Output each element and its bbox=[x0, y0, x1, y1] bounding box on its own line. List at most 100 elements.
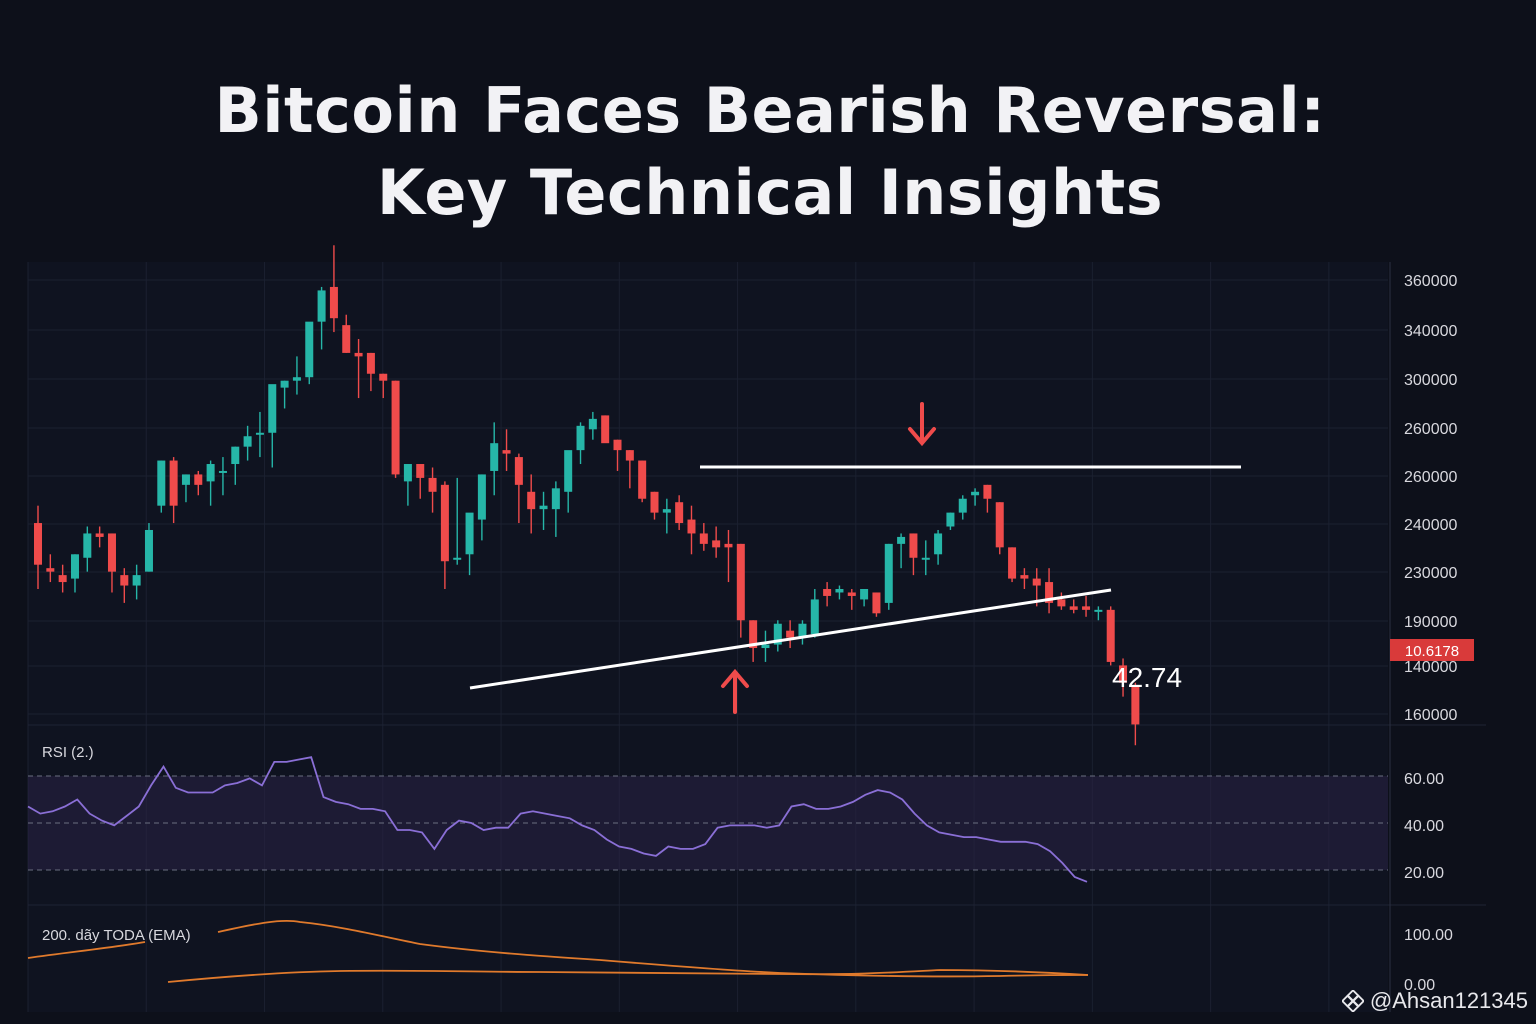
candle-body bbox=[514, 457, 523, 485]
candle-body bbox=[527, 491, 536, 510]
candle-body bbox=[1131, 686, 1140, 725]
candle-body bbox=[588, 418, 597, 430]
candle bbox=[724, 529, 733, 583]
candle bbox=[712, 526, 721, 558]
candle bbox=[453, 477, 462, 565]
rsi-label: RSI (2.) bbox=[42, 744, 94, 761]
candle-body bbox=[1057, 599, 1066, 607]
candle-body bbox=[403, 464, 412, 482]
candle-body bbox=[724, 543, 733, 548]
candle bbox=[699, 523, 708, 551]
candle bbox=[773, 620, 782, 652]
candle bbox=[675, 495, 684, 530]
candle bbox=[551, 481, 560, 537]
candle-body bbox=[687, 519, 696, 534]
candle bbox=[502, 429, 511, 471]
candle-body bbox=[342, 325, 351, 353]
candle-body bbox=[601, 415, 610, 444]
candle-body bbox=[181, 474, 190, 485]
candle bbox=[169, 457, 178, 524]
candle-body bbox=[798, 623, 807, 638]
candle-body bbox=[675, 502, 684, 524]
rsi-line bbox=[27, 756, 1088, 883]
candle bbox=[280, 380, 289, 409]
candle bbox=[1094, 606, 1103, 621]
candle-body bbox=[46, 568, 55, 572]
candle bbox=[1106, 606, 1115, 666]
candle-body bbox=[477, 474, 486, 520]
candle-body bbox=[120, 575, 129, 586]
candle-body bbox=[292, 377, 301, 381]
candle-body bbox=[243, 436, 252, 447]
candle bbox=[736, 543, 745, 638]
candle bbox=[946, 512, 955, 530]
candle-body bbox=[971, 491, 980, 496]
candle-body bbox=[983, 484, 992, 499]
chart-title-line-2: Key Technical Insights bbox=[376, 156, 1164, 229]
candle bbox=[1131, 682, 1140, 746]
candle-body bbox=[650, 491, 659, 513]
candle bbox=[872, 592, 881, 617]
candle-body bbox=[58, 575, 67, 583]
candle-body bbox=[95, 533, 104, 537]
candle bbox=[132, 564, 141, 600]
candle-body bbox=[231, 446, 240, 465]
candle bbox=[1008, 547, 1017, 583]
candle-body bbox=[860, 589, 869, 600]
candle-body bbox=[810, 599, 819, 635]
candle-body bbox=[576, 425, 585, 451]
candle-body bbox=[823, 589, 832, 596]
candle-body bbox=[206, 464, 215, 482]
candle-body bbox=[1119, 665, 1128, 683]
candle bbox=[416, 464, 425, 499]
candle bbox=[58, 564, 67, 593]
rsi-tick-label: 40.00 bbox=[1404, 818, 1444, 835]
candle bbox=[1082, 595, 1091, 617]
candle bbox=[860, 589, 869, 607]
candle-body bbox=[872, 592, 881, 614]
candle-body bbox=[194, 474, 203, 485]
candle-body bbox=[773, 623, 782, 645]
candle-body bbox=[1069, 606, 1078, 610]
candle-body bbox=[897, 536, 906, 544]
candle bbox=[971, 488, 980, 506]
candle bbox=[1069, 599, 1078, 614]
y-tick-label: 190000 bbox=[1404, 614, 1457, 631]
candle bbox=[613, 439, 622, 471]
candle bbox=[687, 505, 696, 555]
watermark-handle: @Ahsan121345 bbox=[1369, 988, 1528, 1013]
candle-body bbox=[305, 321, 314, 378]
candle bbox=[490, 422, 499, 496]
candle bbox=[761, 630, 770, 662]
candle bbox=[749, 620, 758, 662]
candle-body bbox=[995, 502, 1004, 548]
candle-body bbox=[934, 533, 943, 555]
ema-line-slow bbox=[167, 969, 1089, 983]
candle-body bbox=[884, 543, 893, 603]
candle-body bbox=[761, 644, 770, 649]
candle bbox=[601, 415, 610, 444]
candle-body bbox=[1082, 606, 1091, 610]
watermark: @Ahsan121345 bbox=[1341, 988, 1528, 1014]
candle bbox=[157, 460, 166, 513]
candle-body bbox=[946, 512, 955, 527]
candle bbox=[194, 470, 203, 496]
support-trendline bbox=[469, 588, 1112, 690]
candle bbox=[625, 450, 634, 489]
down-arrow-icon bbox=[908, 402, 936, 447]
y-tick-label: 260000 bbox=[1404, 469, 1457, 486]
candle bbox=[539, 491, 548, 530]
overlay-annotations: 42.74 bbox=[469, 402, 1241, 714]
candle bbox=[823, 582, 832, 607]
price-axis: 360000 340000 300000 260000 260000 240000 2300… bbox=[1404, 273, 1457, 724]
ema-label: 200. dãy TODA (EMA) bbox=[42, 927, 191, 944]
candle-body bbox=[465, 512, 474, 555]
candle-body bbox=[1020, 575, 1029, 579]
candle bbox=[909, 533, 918, 576]
candle bbox=[366, 352, 375, 392]
candle-body bbox=[712, 540, 721, 548]
candle-body bbox=[169, 460, 178, 506]
candle bbox=[46, 554, 55, 583]
candle bbox=[391, 380, 400, 478]
candle bbox=[798, 620, 807, 645]
